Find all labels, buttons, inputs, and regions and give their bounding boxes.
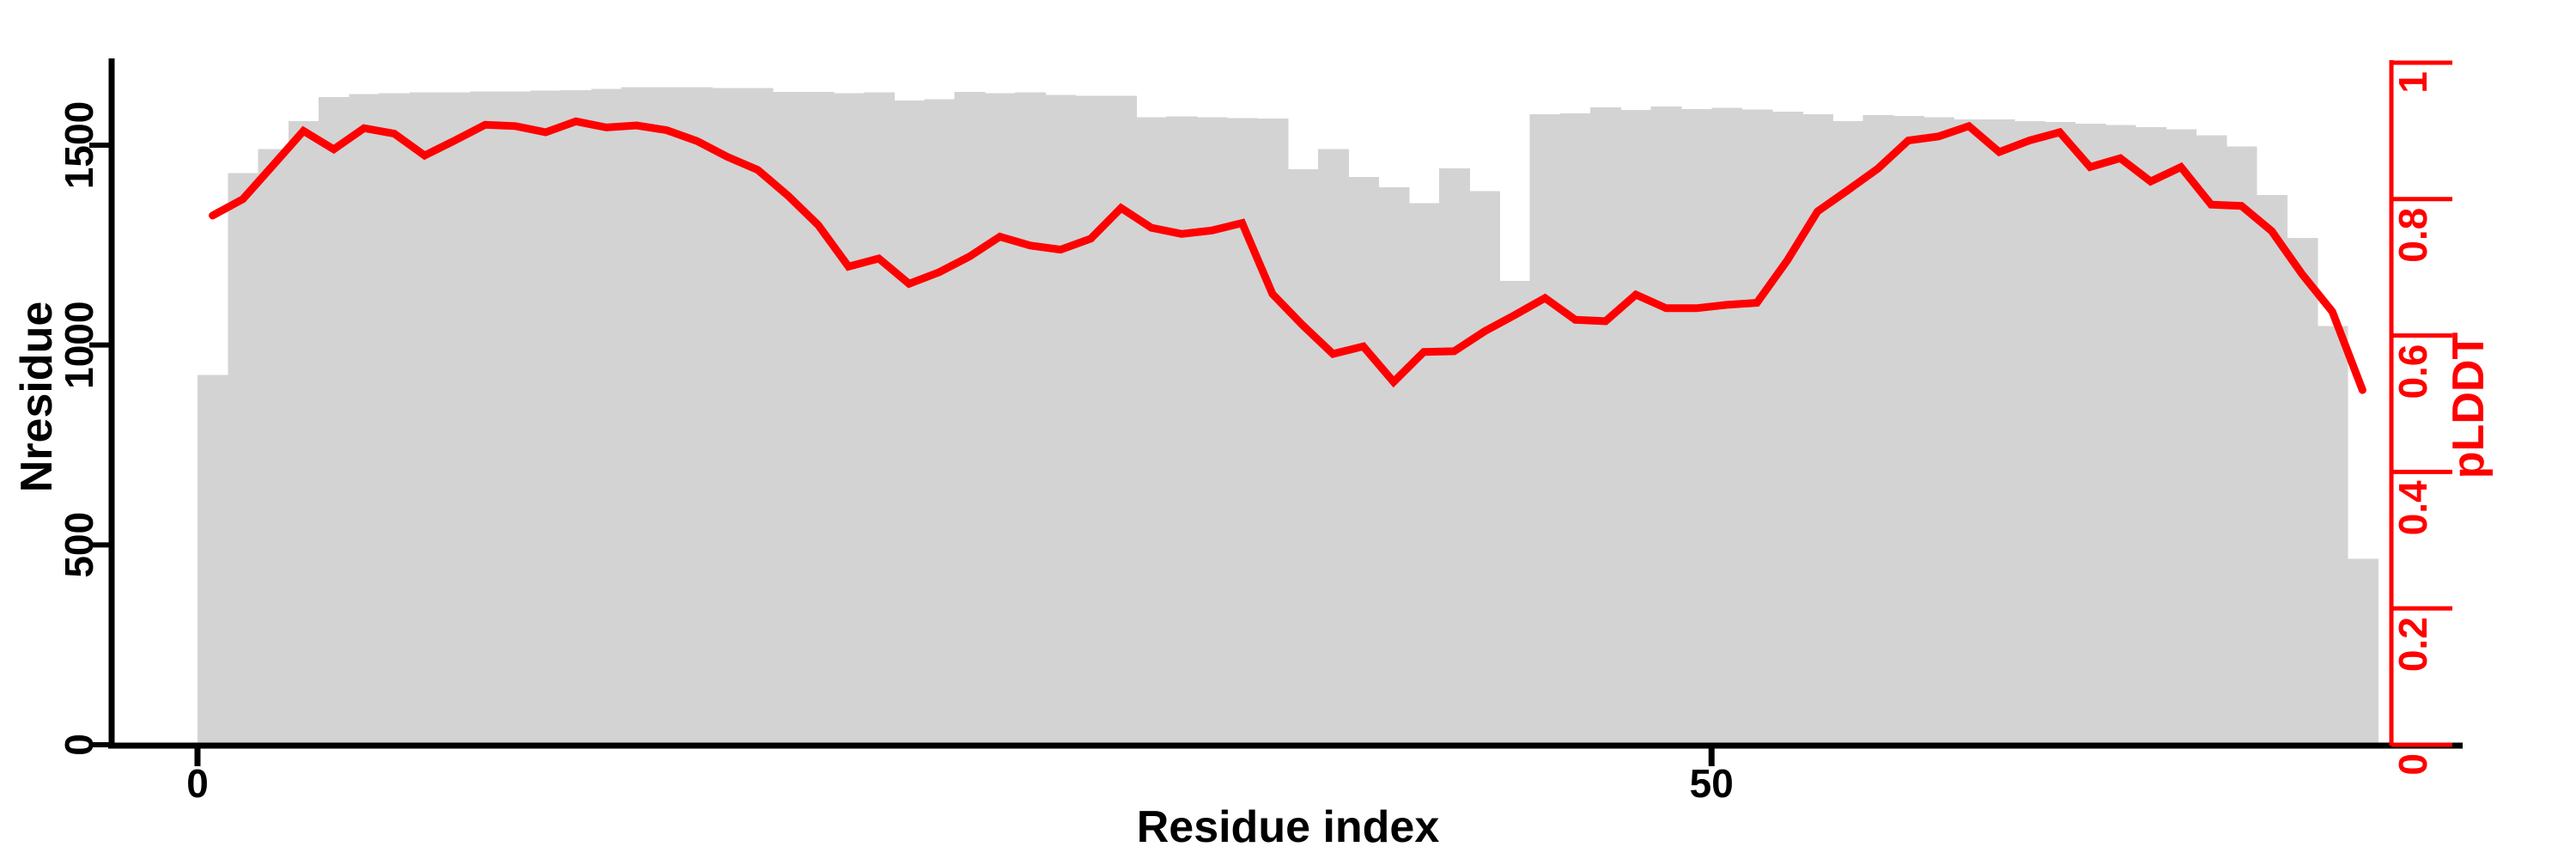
bar [1741,109,1773,746]
bar [833,93,865,745]
bar [1832,121,1864,745]
plddt-line-layer [209,117,2366,394]
bar [1196,117,1228,745]
bar [1105,95,1137,746]
bar [1499,281,1531,746]
bar [2135,127,2166,745]
bar [1257,118,1289,745]
x-tick-label: 0 [186,761,209,806]
bar [258,149,289,745]
bar [1045,94,1077,746]
bar [1348,177,1380,746]
y-left-tick-label: 0 [57,734,101,756]
bar [1862,115,1894,746]
bar [409,92,440,745]
y-right-tick-label: 1 [2391,71,2435,94]
bar [1802,114,1834,746]
bar [2014,121,2045,745]
bar [621,87,653,745]
bar [1559,113,1591,745]
y-right-tick-label: 0.8 [2391,208,2435,263]
bar [561,89,592,745]
bar [1136,117,1168,745]
bar [2347,558,2379,745]
bar [288,121,319,745]
bar [2317,326,2348,745]
bar [197,375,228,745]
bar [1469,191,1501,745]
y-right-tick-label: 0 [2391,753,2435,776]
x-tick-label: 50 [1690,761,1734,806]
bar [712,88,744,745]
bar [1680,109,1712,746]
y-right-axis: 0 0.2 0.4 0.6 0.8 1 [2389,60,2452,776]
bar [2044,122,2076,745]
y-right-tick-label: 0.2 [2391,617,2435,672]
bar [984,93,1016,745]
bar [924,99,956,746]
bar [1166,116,1198,745]
x-axis: 0 50 [108,742,2463,806]
x-axis-title: Residue index [1137,802,1440,852]
bar [651,87,683,745]
y-right-tick-label: 0.4 [2391,480,2435,535]
y-right-axis-title: pLDDT [2444,332,2494,479]
bar [2166,129,2197,745]
bar [1650,106,1682,746]
bar [2226,146,2257,745]
bar [2287,237,2318,746]
bar [1015,92,1047,745]
bar [894,100,926,745]
bar [1075,95,1107,746]
bar [1287,168,1319,746]
bar [1529,114,1561,746]
bar [470,91,501,745]
bar [2257,195,2287,746]
bar [440,92,471,745]
bar [1378,186,1410,746]
bar [2075,123,2106,745]
y-left-axis: 0 500 1000 1500 [57,58,115,756]
bar [349,94,380,745]
bar [1953,119,1985,745]
bar [954,92,986,746]
bar [803,92,835,746]
y-right-tick-label: 0.6 [2391,344,2435,399]
y-left-tick-label: 1000 [57,302,101,389]
bar [591,88,623,745]
bar [1711,107,1743,746]
bar [1590,107,1622,746]
bar [742,88,774,745]
bar [1893,116,1924,745]
bar [228,173,259,745]
bar [1620,110,1652,746]
y-left-axis-title: Nresidue [12,302,62,493]
nresidue-bars [197,87,2379,746]
bar [1317,149,1349,745]
bar [1771,111,1803,745]
bar [1408,203,1440,746]
bar [863,92,895,745]
bar [379,93,410,745]
y-left-tick-label: 500 [57,512,101,578]
plddt-line [209,117,2366,394]
bar [530,90,562,745]
bar [500,91,532,745]
bar [1438,168,1470,746]
bar [319,97,350,745]
bar [2196,135,2227,745]
bar [2105,125,2136,746]
bar [682,87,714,745]
bar [1984,119,2015,745]
bar [1227,118,1258,746]
y-left-tick-label: 1500 [57,101,101,189]
bar [1923,117,1955,745]
